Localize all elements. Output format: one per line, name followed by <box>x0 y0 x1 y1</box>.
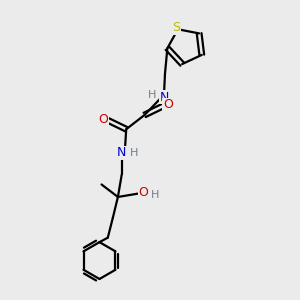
Text: H: H <box>151 190 159 200</box>
Text: H: H <box>148 90 156 100</box>
Text: O: O <box>163 98 173 111</box>
Text: O: O <box>139 186 148 199</box>
Text: N: N <box>117 146 127 160</box>
Text: H: H <box>130 148 138 158</box>
Text: N: N <box>159 91 169 103</box>
Text: S: S <box>172 21 180 34</box>
Text: O: O <box>98 112 108 126</box>
